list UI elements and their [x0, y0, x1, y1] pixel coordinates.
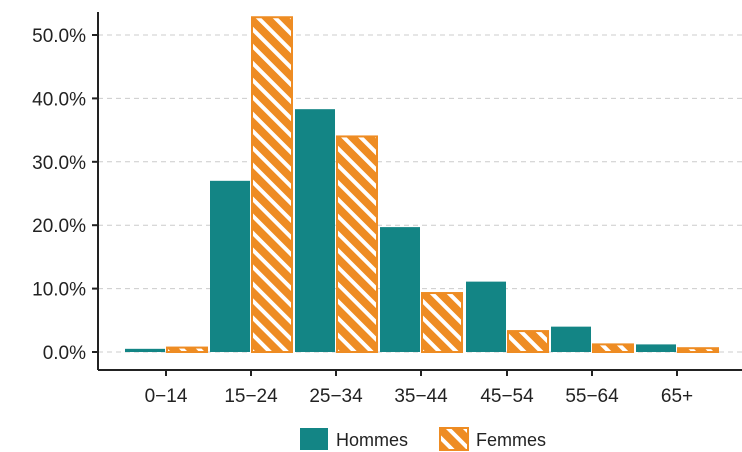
y-tick-label: 50.0% [32, 26, 86, 47]
y-tick-label: 20.0% [32, 216, 86, 237]
x-tick-label: 65+ [661, 386, 693, 407]
y-tick-label: 0.0% [43, 343, 86, 364]
x-tick-label: 35−44 [394, 386, 448, 407]
bar-hommes-2 [295, 109, 335, 352]
bar-femmes-6 [677, 347, 719, 354]
bar-femmes-3 [421, 292, 463, 353]
y-tick-label: 40.0% [32, 89, 86, 110]
x-tick-label: 55−64 [565, 386, 619, 407]
y-tick-label: 10.0% [32, 280, 86, 301]
legend: Hommes Femmes [300, 427, 546, 451]
y-axis-ticks: 0.0% 10.0% 20.0% 30.0% 40.0% 50.0% [32, 26, 98, 364]
x-tick-label: 25−34 [309, 386, 363, 407]
legend-label-femmes: Femmes [476, 430, 546, 450]
bar-hommes-4 [466, 281, 506, 352]
bar-hommes-6 [636, 344, 676, 352]
bar-femmes-1 [251, 16, 293, 354]
bar-hommes-5 [551, 326, 591, 352]
x-tick-label: 15−24 [224, 386, 278, 407]
legend-swatch-femmes [439, 427, 469, 451]
bar-hommes-1 [210, 180, 250, 352]
y-tick-label: 30.0% [32, 153, 86, 174]
bar-femmes-2 [336, 135, 378, 353]
bar-femmes-5 [592, 343, 634, 353]
x-tick-label: 0−14 [145, 386, 188, 407]
bars [125, 16, 719, 354]
bar-hommes-3 [380, 227, 420, 352]
bar-hommes-0 [125, 348, 165, 352]
x-tick-label: 45−54 [480, 386, 534, 407]
x-axis-ticks: 0−14 15−24 25−34 35−44 45−54 55−64 65+ [145, 370, 693, 407]
bar-femmes-4 [507, 330, 549, 354]
legend-swatch-hommes [300, 428, 328, 450]
legend-label-hommes: Hommes [336, 430, 408, 450]
bar-femmes-0 [166, 346, 208, 354]
